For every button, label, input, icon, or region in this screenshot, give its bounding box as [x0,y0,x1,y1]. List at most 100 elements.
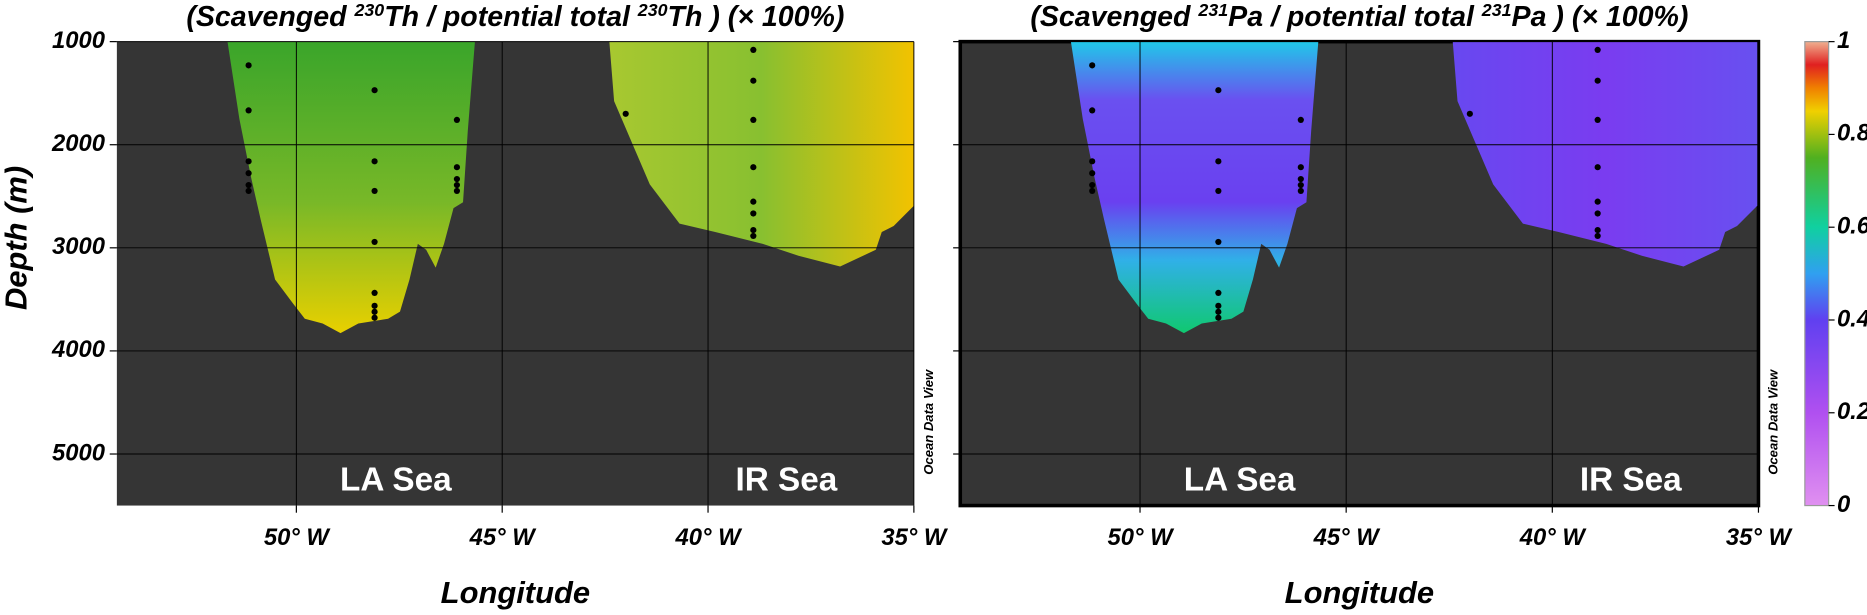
station-point [245,158,252,165]
station-point [1215,87,1222,94]
station-point [750,46,757,53]
station-point [1594,226,1601,234]
station-point [1089,170,1096,177]
region-label: IR Sea [1580,462,1682,499]
x-axis-label: Longitude [441,575,590,610]
y-axis-label: Depth (m) [0,166,33,310]
x-tick-label: 35° W [881,524,949,551]
station-point [1215,187,1222,195]
station-point [750,210,757,217]
panel-1-background [116,41,914,506]
station-point [750,232,757,240]
station-point [1089,187,1096,195]
station-point [1297,187,1304,195]
y-tick-label: 5000 [52,439,105,466]
station-point [1297,164,1304,171]
region-label: LA Sea [340,462,452,499]
y-tick-label: 2000 [51,130,105,157]
region-label: LA Sea [1184,462,1296,499]
station-point [245,107,252,114]
y-tick-label: 3000 [52,233,105,260]
station-point [245,170,252,177]
station-point [371,314,378,321]
station-point [371,308,378,315]
title-text: Th ) (× 100%) [668,0,845,32]
colorbar-tick-label: 0 [1837,491,1850,518]
y-tick-label: 1000 [52,27,105,54]
station-point [453,175,461,183]
x-tick-label: 45° W [1313,524,1382,551]
colorbar-tick-label: 0.2 [1837,398,1867,425]
station-point [371,302,378,309]
station-point [245,62,252,69]
station-point [371,158,378,165]
y-tick-label: 4000 [51,336,105,363]
station-point [1594,232,1601,240]
station-point [1215,308,1222,315]
station-point [453,187,461,195]
station-point [1089,62,1096,69]
watermark: Ocean Data View [1765,369,1780,475]
station-point [245,181,252,189]
title-text: Th / potential total [384,0,638,32]
station-point [371,289,378,296]
station-point [1297,181,1304,189]
station-point [1089,181,1096,189]
panel-title: (Scavenged 231Pa / potential total 231Pa… [1030,0,1688,32]
station-point [750,226,757,234]
title-text: (Scavenged [186,0,354,32]
station-point [453,116,461,123]
x-tick-label: 40° W [1519,524,1588,551]
station-point [750,164,757,171]
station-point [371,87,378,94]
region-label: IR Sea [735,462,837,499]
x-tick-label: 50° W [1108,524,1176,551]
x-tick-label: 35° W [1726,524,1794,551]
station-point [1089,107,1096,114]
title-text: Pa / potential total [1228,0,1482,32]
station-point [1594,116,1601,123]
station-point [371,187,378,195]
x-tick-label: 50° W [264,524,332,551]
station-point [1215,238,1222,246]
station-point [453,164,461,171]
station-point [622,110,629,117]
title-superscript: 231 [1197,0,1228,19]
title-text: (Scavenged [1030,0,1198,32]
station-point [1594,164,1601,171]
station-point [1215,289,1222,296]
title-superscript: 230 [637,0,668,19]
station-point [1215,314,1222,321]
station-point [750,116,757,123]
colorbar-tick-label: 0.8 [1837,120,1867,147]
station-point [1594,210,1601,217]
station-point [1215,158,1222,165]
station-point [371,238,378,246]
colorbar-tick-label: 1 [1837,27,1850,54]
station-point [1215,302,1222,309]
station-point [1297,175,1304,183]
station-point [1594,77,1601,84]
station-point [1594,198,1601,205]
colorbar [1804,41,1830,507]
colorbar-tick-label: 0.4 [1837,305,1867,332]
x-tick-label: 40° W [675,524,744,551]
station-point [750,198,757,205]
station-point [245,187,252,195]
station-point [750,77,757,84]
station-point [1297,116,1304,123]
title-text: Pa ) (× 100%) [1512,0,1689,32]
watermark: Ocean Data View [921,369,936,475]
title-superscript: 231 [1481,0,1512,19]
title-superscript: 230 [353,0,384,19]
panel-2-background [958,39,1761,508]
station-point [453,181,461,189]
station-point [1594,46,1601,53]
x-tick-label: 45° W [469,524,538,551]
panel-title: (Scavenged 230Th / potential total 230Th… [186,0,844,32]
x-axis-label: Longitude [1285,575,1434,610]
station-point [1466,110,1473,117]
colorbar-tick-label: 0.6 [1837,212,1867,239]
